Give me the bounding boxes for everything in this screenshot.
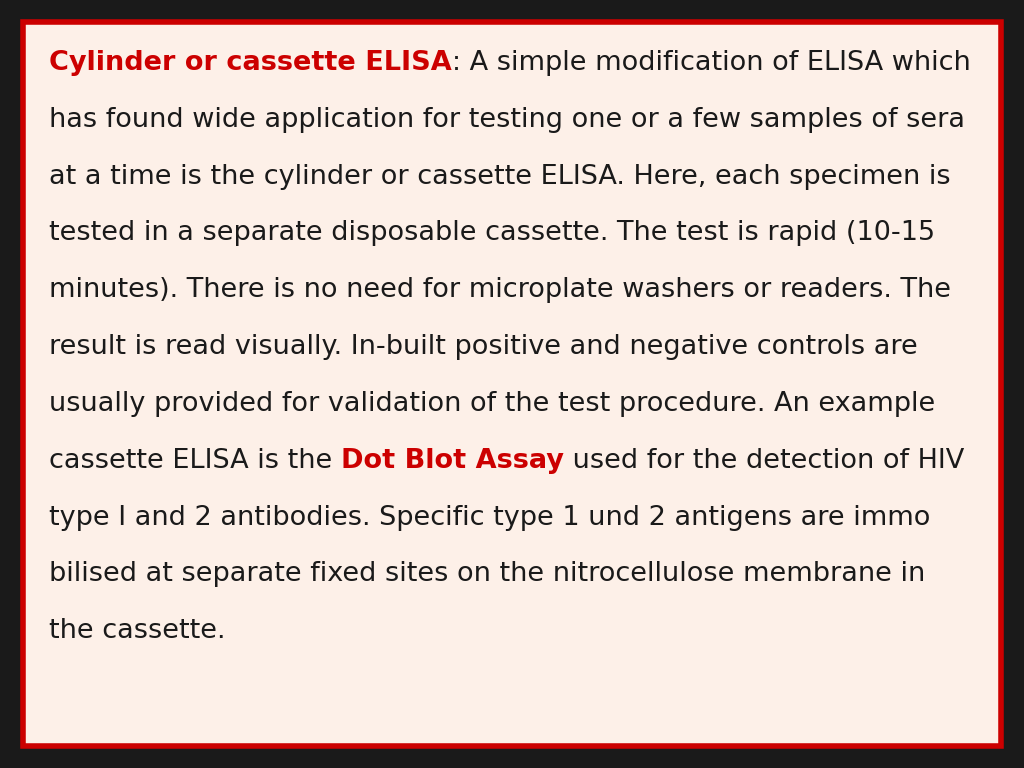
Text: tested in a separate disposable cassette. The test is rapid (10-15: tested in a separate disposable cassette…	[49, 220, 935, 247]
Text: result is read visually. In-built positive and negative controls are: result is read visually. In-built positi…	[49, 334, 918, 360]
Text: Dot Blot Assay: Dot Blot Assay	[341, 448, 564, 474]
Text: minutes). There is no need for microplate washers or readers. The: minutes). There is no need for microplat…	[49, 277, 951, 303]
Text: usually provided for validation of the test procedure. An example: usually provided for validation of the t…	[49, 391, 935, 417]
Text: the cassette.: the cassette.	[49, 618, 225, 644]
Text: has found wide application for testing one or a few samples of sera: has found wide application for testing o…	[49, 107, 966, 133]
Text: type I and 2 antibodies. Specific type 1 und 2 antigens are immo: type I and 2 antibodies. Specific type 1…	[49, 505, 931, 531]
Text: : A simple modification of ELISA which: : A simple modification of ELISA which	[452, 50, 971, 76]
FancyBboxPatch shape	[23, 22, 1001, 746]
Text: cassette ELISA is the: cassette ELISA is the	[49, 448, 341, 474]
Text: bilised at separate fixed sites on the nitrocellulose membrane in: bilised at separate fixed sites on the n…	[49, 561, 926, 588]
Text: at a time is the cylinder or cassette ELISA. Here, each specimen is: at a time is the cylinder or cassette EL…	[49, 164, 950, 190]
Text: Cylinder or cassette ELISA: Cylinder or cassette ELISA	[49, 50, 452, 76]
Text: used for the detection of HIV: used for the detection of HIV	[564, 448, 965, 474]
